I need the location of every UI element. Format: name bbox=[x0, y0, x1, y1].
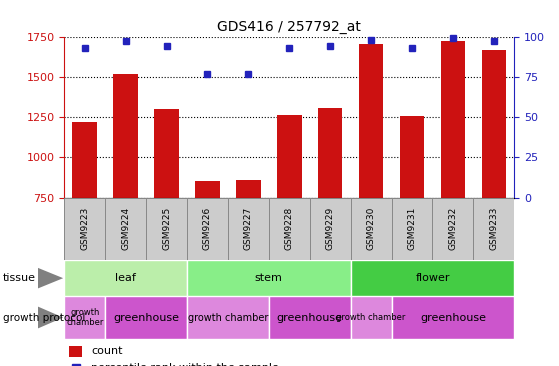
Text: growth chamber: growth chamber bbox=[337, 313, 406, 322]
Bar bbox=[473, 198, 514, 260]
Text: greenhouse: greenhouse bbox=[420, 313, 486, 322]
Bar bbox=[64, 198, 105, 260]
Bar bbox=[310, 198, 350, 260]
Bar bbox=[236, 180, 260, 198]
Text: GSM9230: GSM9230 bbox=[367, 207, 376, 250]
Bar bbox=[350, 198, 391, 260]
Bar bbox=[69, 346, 82, 357]
Text: greenhouse: greenhouse bbox=[277, 313, 343, 322]
Bar bbox=[113, 74, 138, 198]
Bar bbox=[400, 116, 424, 198]
Text: stem: stem bbox=[255, 273, 283, 283]
Bar bbox=[64, 260, 187, 296]
Text: growth
chamber: growth chamber bbox=[66, 308, 103, 327]
Bar bbox=[350, 260, 514, 296]
Text: GSM9225: GSM9225 bbox=[162, 207, 171, 250]
Text: GSM9227: GSM9227 bbox=[244, 207, 253, 250]
Title: GDS416 / 257792_at: GDS416 / 257792_at bbox=[217, 20, 361, 34]
Bar bbox=[350, 296, 391, 339]
Text: flower: flower bbox=[415, 273, 449, 283]
Bar bbox=[391, 296, 514, 339]
Polygon shape bbox=[38, 268, 63, 288]
Bar bbox=[433, 198, 473, 260]
Text: GSM9224: GSM9224 bbox=[121, 207, 130, 250]
Text: count: count bbox=[91, 346, 123, 356]
Bar bbox=[440, 41, 465, 198]
Bar bbox=[154, 109, 179, 198]
Bar bbox=[73, 122, 97, 198]
Text: leaf: leaf bbox=[115, 273, 136, 283]
Bar bbox=[269, 198, 310, 260]
Bar bbox=[228, 198, 269, 260]
Text: GSM9223: GSM9223 bbox=[80, 207, 89, 250]
Bar bbox=[359, 44, 383, 198]
Text: percentile rank within the sample: percentile rank within the sample bbox=[91, 363, 279, 366]
Text: tissue: tissue bbox=[3, 273, 36, 283]
Bar bbox=[269, 296, 350, 339]
Bar bbox=[277, 115, 301, 198]
Bar bbox=[146, 198, 187, 260]
Text: GSM9228: GSM9228 bbox=[285, 207, 294, 250]
Text: greenhouse: greenhouse bbox=[113, 313, 179, 322]
Text: GSM9231: GSM9231 bbox=[408, 207, 416, 250]
Text: growth protocol: growth protocol bbox=[3, 313, 85, 322]
Bar bbox=[105, 296, 187, 339]
Bar bbox=[481, 50, 506, 198]
Text: GSM9232: GSM9232 bbox=[448, 207, 457, 250]
Bar bbox=[64, 296, 105, 339]
Polygon shape bbox=[38, 307, 63, 328]
Bar bbox=[391, 198, 433, 260]
Bar bbox=[187, 296, 269, 339]
Text: GSM9229: GSM9229 bbox=[326, 207, 335, 250]
Text: GSM9233: GSM9233 bbox=[489, 207, 498, 250]
Bar bbox=[105, 198, 146, 260]
Bar bbox=[187, 260, 350, 296]
Text: growth chamber: growth chamber bbox=[188, 313, 268, 322]
Bar bbox=[195, 181, 220, 198]
Bar bbox=[318, 108, 343, 198]
Text: GSM9226: GSM9226 bbox=[203, 207, 212, 250]
Bar bbox=[187, 198, 228, 260]
